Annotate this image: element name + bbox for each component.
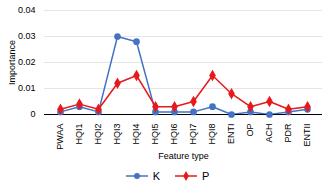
svg-text:PDR: PDR xyxy=(283,123,293,143)
svg-text:0: 0 xyxy=(30,109,35,119)
svg-text:HQI6: HQI6 xyxy=(169,124,179,145)
svg-text:0.03: 0.03 xyxy=(18,31,36,41)
svg-text:HQI3: HQI3 xyxy=(112,124,122,145)
html-text:P: P xyxy=(202,170,210,182)
svg-text:HQI4: HQI4 xyxy=(131,124,141,145)
svg-text:ENTI: ENTI xyxy=(226,124,236,145)
svg-text:ACH: ACH xyxy=(264,124,274,143)
svg-text:HQI2: HQI2 xyxy=(93,124,103,145)
svg-text:HQI7: HQI7 xyxy=(188,124,198,145)
svg-text:ENTII: ENTII xyxy=(302,124,312,147)
svg-text:0.04: 0.04 xyxy=(18,5,36,15)
svg-text:OP: OP xyxy=(245,124,255,137)
html-text:K: K xyxy=(152,170,160,182)
svg-text:Importance: Importance xyxy=(7,40,17,85)
svg-text:HQI8: HQI8 xyxy=(207,124,217,145)
svg-text:HQI1: HQI1 xyxy=(74,124,84,145)
svg-text:Feature type: Feature type xyxy=(158,151,209,161)
svg-text:PWAA: PWAA xyxy=(55,124,65,150)
svg-text:0.02: 0.02 xyxy=(18,57,36,67)
svg-text:0.01: 0.01 xyxy=(18,83,36,93)
svg-text:HQI5: HQI5 xyxy=(150,124,160,145)
